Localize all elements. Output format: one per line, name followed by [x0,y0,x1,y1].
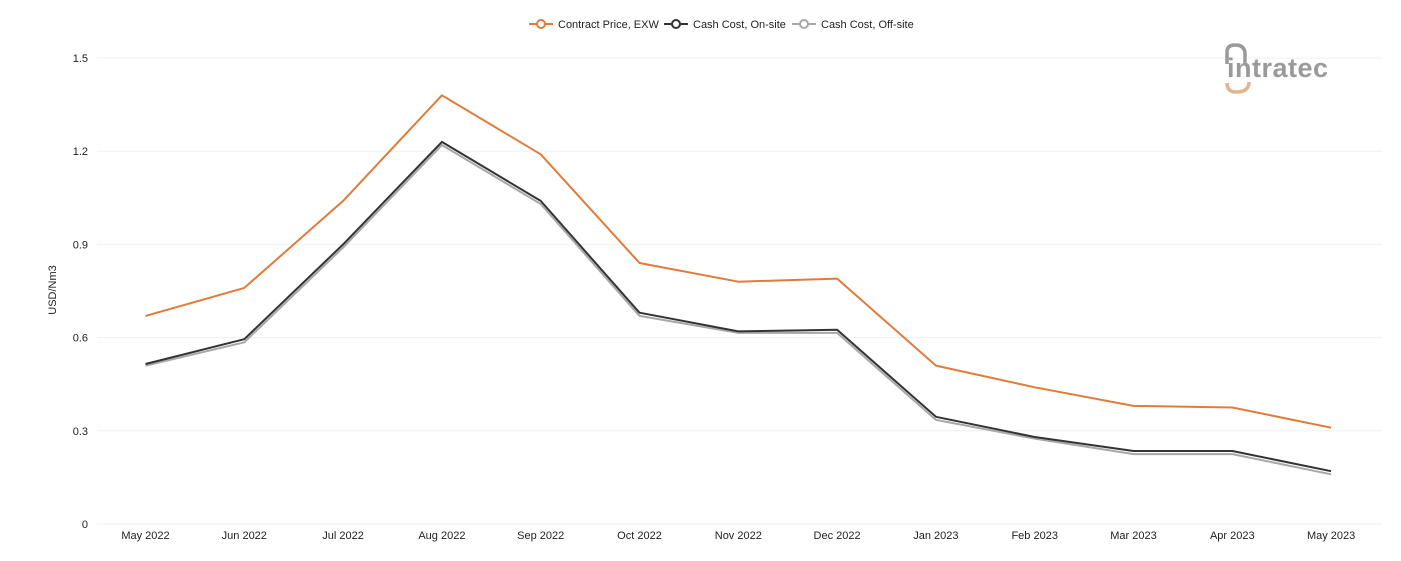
x-tick-label: Feb 2023 [1011,530,1057,542]
x-tick-label: Apr 2023 [1210,530,1255,542]
legend-label: Cash Cost, On-site [693,19,786,31]
intratec-logo: intratec [1225,43,1329,94]
legend-item-1[interactable]: Cash Cost, On-site [664,19,786,31]
logo-accent-icon [1225,81,1251,94]
x-tick-label: Mar 2023 [1110,530,1156,542]
x-tick-label: Dec 2022 [814,530,861,542]
x-tick-label: Jan 2023 [913,530,958,542]
x-tick-label: Jul 2022 [322,530,364,542]
x-tick-label: Nov 2022 [715,530,762,542]
series-layer [145,94,1332,476]
legend-label: Contract Price, EXW [558,19,659,31]
y-tick-label: 0.3 [73,426,88,438]
series-line-2[interactable] [145,144,1332,476]
legend-label: Cash Cost, Off-site [821,19,914,31]
y-tick-label: 0 [82,519,88,531]
y-tick-label: 0.9 [73,239,88,251]
series-line-1[interactable] [145,140,1332,473]
legend-marker-icon [671,19,681,29]
logo-text: intratec [1227,53,1329,83]
y-tick-label: 1.5 [73,53,88,65]
y-tick-label: 1.2 [73,146,88,158]
chart-gridlines [97,57,1382,525]
legend-item-2[interactable]: Cash Cost, Off-site [792,19,914,31]
x-tick-label: Oct 2022 [617,530,662,542]
y-tick-label: 0.6 [73,333,88,345]
x-axis-ticks: May 2022 Jun 2022 Jul 2022 Aug 2022 Sep 2022… [121,530,1355,542]
x-tick-label: May 2023 [1307,530,1355,542]
chart-legend[interactable]: Contract Price, EXW Cash Cost, On-site Cas… [529,19,914,31]
legend-marker-icon [536,19,546,29]
x-tick-label: May 2022 [121,530,169,542]
x-tick-label: Aug 2022 [418,530,465,542]
legend-marker-icon [799,19,809,29]
x-tick-label: Sep 2022 [517,530,564,542]
x-tick-label: Jun 2022 [222,530,267,542]
legend-item-0[interactable]: Contract Price, EXW [529,19,659,31]
y-axis-ticks: 0 0.3 0.6 0.9 1.2 1.5 [73,53,88,531]
logo-mark-icon [1225,43,1247,64]
y-axis-title: USD/Nm3 [47,265,59,315]
series-line-0[interactable] [145,94,1332,429]
